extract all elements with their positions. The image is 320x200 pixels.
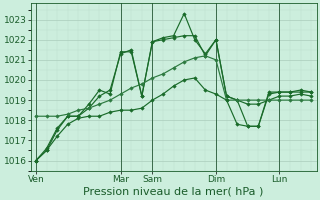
X-axis label: Pression niveau de la mer( hPa ): Pression niveau de la mer( hPa ) [84,187,264,197]
